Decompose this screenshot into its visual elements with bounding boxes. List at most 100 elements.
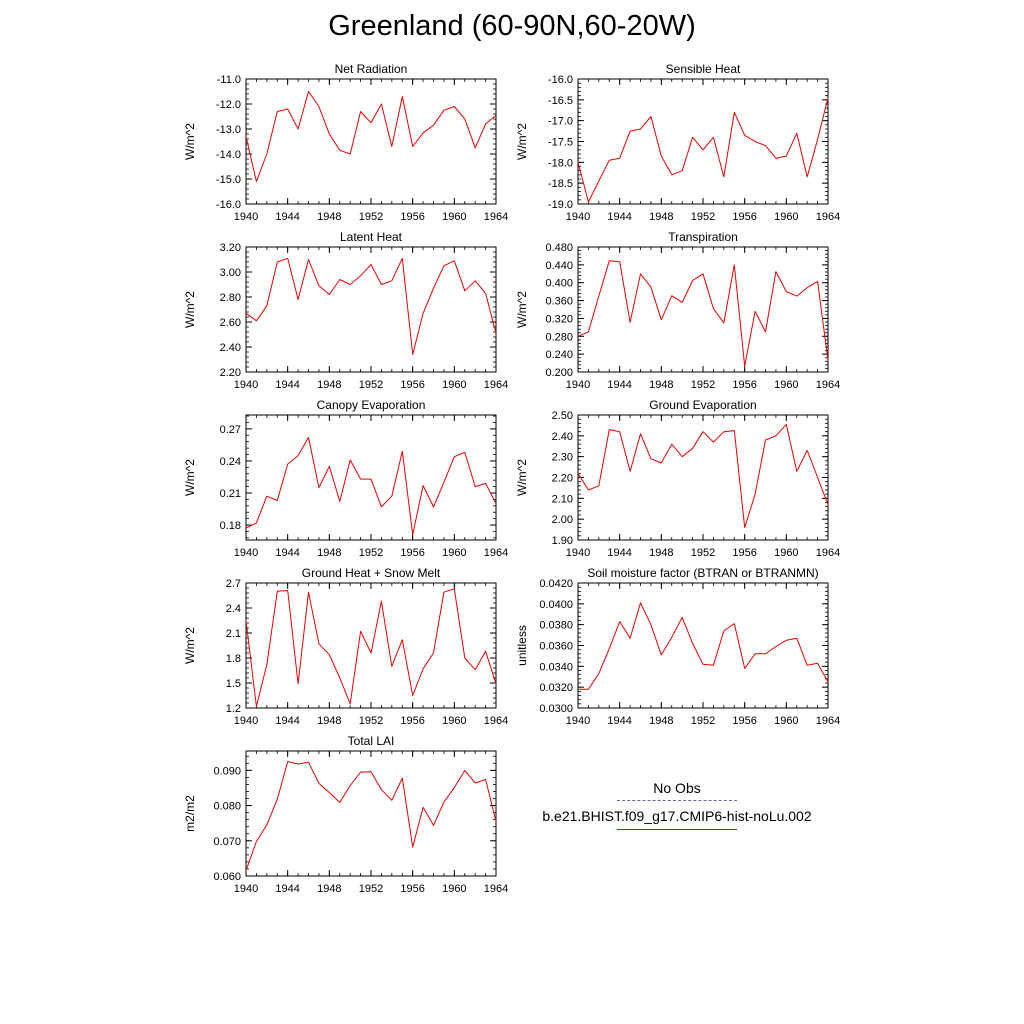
x-tick-label: 1948 bbox=[649, 211, 673, 223]
plot-frame bbox=[245, 582, 497, 709]
x-tick-label: 1956 bbox=[732, 211, 756, 223]
x-tick-label: 1940 bbox=[234, 211, 258, 223]
x-tick-label: 1952 bbox=[359, 715, 383, 727]
series-line bbox=[577, 260, 829, 367]
series-line bbox=[245, 436, 497, 536]
x-tick-label: 1952 bbox=[359, 379, 383, 391]
x-tick-label: 1952 bbox=[691, 379, 715, 391]
x-tick-label: 1948 bbox=[317, 547, 341, 559]
y-tick-label: 1.2 bbox=[226, 703, 241, 715]
y-tick-label: -16.0 bbox=[548, 74, 573, 86]
y-tick-label: 0.060 bbox=[213, 871, 241, 883]
plot-frame bbox=[577, 78, 829, 205]
x-tick-label: 1956 bbox=[400, 883, 424, 895]
y-axis-label: W/m^2 bbox=[515, 459, 529, 496]
x-tick-label: 1964 bbox=[484, 547, 508, 559]
y-tick-label: -17.5 bbox=[548, 137, 573, 149]
x-tick-label: 1964 bbox=[484, 379, 508, 391]
y-tick-label: -11.0 bbox=[217, 74, 241, 86]
y-tick-label: 0.0400 bbox=[539, 599, 573, 611]
y-tick-label: -16.5 bbox=[548, 95, 573, 107]
x-tick-label: 1940 bbox=[566, 211, 590, 223]
legend-model-label: b.e21.BHIST.f09_g17.CMIP6-hist-noLu.002 bbox=[542, 808, 812, 824]
x-tick-label: 1944 bbox=[607, 211, 631, 223]
legend: No Obs b.e21.BHIST.f09_g17.CMIP6-hist-no… bbox=[512, 778, 842, 848]
x-tick-label: 1960 bbox=[442, 715, 466, 727]
panel-title: Transpiration bbox=[668, 230, 738, 244]
x-tick-label: 1944 bbox=[275, 883, 299, 895]
y-tick-label: -13.0 bbox=[216, 124, 241, 136]
x-tick-label: 1960 bbox=[774, 379, 798, 391]
y-tick-label: 2.1 bbox=[226, 628, 241, 640]
y-tick-label: 3.20 bbox=[220, 242, 241, 254]
y-tick-label: 2.50 bbox=[552, 410, 573, 422]
legend-obs-line bbox=[617, 800, 737, 801]
panel-title: Soil moisture factor (BTRAN or BTRANMN) bbox=[587, 566, 818, 580]
x-tick-label: 1940 bbox=[566, 379, 590, 391]
x-tick-label: 1964 bbox=[484, 715, 508, 727]
y-axis-label: W/m^2 bbox=[183, 459, 197, 496]
x-tick-label: 1956 bbox=[400, 715, 424, 727]
x-tick-label: 1952 bbox=[691, 211, 715, 223]
y-tick-label: 1.90 bbox=[552, 535, 573, 547]
y-axis-label: m2/m2 bbox=[183, 795, 197, 832]
x-tick-label: 1964 bbox=[816, 547, 840, 559]
y-tick-label: 0.18 bbox=[220, 520, 241, 532]
series-line bbox=[245, 257, 497, 355]
x-tick-label: 1944 bbox=[607, 379, 631, 391]
y-tick-label: 0.480 bbox=[545, 242, 573, 254]
x-tick-label: 1956 bbox=[732, 379, 756, 391]
y-tick-label: 0.090 bbox=[213, 765, 241, 777]
x-tick-label: 1956 bbox=[400, 379, 424, 391]
x-tick-label: 1956 bbox=[732, 547, 756, 559]
y-tick-label: 0.080 bbox=[213, 801, 241, 813]
x-tick-label: 1960 bbox=[442, 547, 466, 559]
y-tick-label: 2.40 bbox=[220, 342, 241, 354]
y-tick-label: 0.320 bbox=[545, 313, 573, 325]
y-tick-label: -17.0 bbox=[548, 116, 573, 128]
y-tick-label: -14.0 bbox=[216, 149, 241, 161]
y-tick-label: 2.7 bbox=[226, 578, 241, 590]
x-tick-label: 1952 bbox=[359, 883, 383, 895]
x-tick-label: 1944 bbox=[607, 715, 631, 727]
x-tick-label: 1964 bbox=[484, 211, 508, 223]
y-axis-label: unitless bbox=[515, 625, 529, 666]
y-tick-label: 0.360 bbox=[545, 296, 573, 308]
x-tick-label: 1964 bbox=[816, 379, 840, 391]
y-tick-label: -18.5 bbox=[548, 178, 573, 190]
y-tick-label: 0.27 bbox=[220, 424, 241, 436]
x-tick-label: 1952 bbox=[691, 547, 715, 559]
x-tick-label: 1940 bbox=[566, 715, 590, 727]
x-tick-label: 1964 bbox=[816, 211, 840, 223]
legend-model-line bbox=[617, 829, 737, 830]
y-tick-label: 0.240 bbox=[545, 349, 573, 361]
plot-frame bbox=[577, 246, 829, 373]
x-tick-label: 1940 bbox=[234, 379, 258, 391]
x-tick-label: 1956 bbox=[400, 547, 424, 559]
x-tick-label: 1960 bbox=[442, 883, 466, 895]
y-tick-label: 0.0340 bbox=[539, 661, 573, 673]
x-tick-label: 1944 bbox=[275, 715, 299, 727]
panel-title: Ground Heat + Snow Melt bbox=[302, 566, 441, 580]
x-tick-label: 1940 bbox=[234, 883, 258, 895]
y-tick-label: 2.80 bbox=[220, 292, 241, 304]
x-tick-label: 1964 bbox=[816, 715, 840, 727]
y-tick-label: 2.30 bbox=[552, 452, 573, 464]
x-tick-label: 1940 bbox=[234, 547, 258, 559]
x-tick-label: 1948 bbox=[649, 547, 673, 559]
y-tick-label: -15.0 bbox=[216, 174, 241, 186]
x-tick-label: 1952 bbox=[359, 547, 383, 559]
y-tick-label: 0.0380 bbox=[539, 620, 573, 632]
x-tick-label: 1940 bbox=[566, 547, 590, 559]
plot-frame bbox=[245, 750, 497, 877]
panel-title: Latent Heat bbox=[340, 230, 403, 244]
series-line bbox=[245, 761, 497, 871]
plot-frame bbox=[577, 414, 829, 541]
x-tick-label: 1952 bbox=[359, 211, 383, 223]
y-tick-label: 0.0420 bbox=[539, 578, 573, 590]
y-tick-label: 2.4 bbox=[226, 603, 241, 615]
panel-title: Net Radiation bbox=[335, 62, 408, 76]
x-tick-label: 1940 bbox=[234, 715, 258, 727]
y-tick-label: 0.24 bbox=[220, 456, 241, 468]
